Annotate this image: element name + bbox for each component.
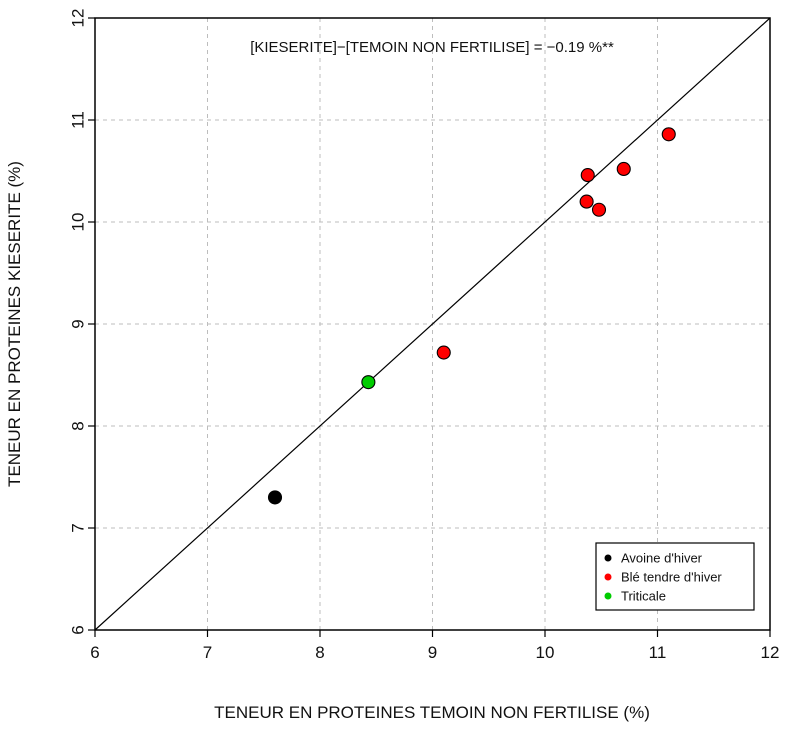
legend-swatch [604,573,612,581]
legend-label: Avoine d'hiver [621,551,703,566]
data-point [267,490,283,505]
legend-label: Triticale [621,589,666,604]
data-point [580,168,595,183]
reference-line-y-equals-x [94,17,771,631]
x-tick-label: 10 [536,643,555,662]
legend: Avoine d'hiver Blé tendre d'hiver Tritical… [595,542,755,611]
y-axis-title: TENEUR EN PROTEINES KIESERITE (%) [5,161,24,487]
data-points [267,127,676,505]
x-tick-label: 9 [428,643,437,662]
y-tick-label: 6 [68,625,87,634]
y-tick-label: 9 [68,319,87,328]
difference-annotation: [KIESERITE]−[TEMOIN NON FERTILISE] = −0.… [250,39,614,56]
legend-label: Blé tendre d'hiver [621,570,722,585]
x-tick-label: 7 [203,643,212,662]
legend-swatch [604,592,612,600]
x-tick-label: 6 [90,643,99,662]
data-point [591,202,607,217]
data-point [661,127,676,142]
y-tick-label: 11 [68,111,87,129]
data-point [579,194,594,209]
y-tick-label: 7 [68,523,87,532]
data-point [361,375,376,390]
legend-box [595,542,755,611]
data-point [436,345,451,360]
data-point [616,161,631,177]
x-tick-label: 8 [315,643,324,662]
y-axis-ticks: 6 7 8 9 10 11 12 [68,9,95,635]
x-tick-label: 11 [649,643,667,662]
y-tick-label: 10 [68,213,87,232]
x-axis-ticks: 6 7 8 9 10 11 12 [90,630,779,662]
y-tick-label: 8 [68,421,87,430]
y-tick-label: 12 [68,9,87,28]
legend-swatch [604,554,612,562]
x-axis-title: TENEUR EN PROTEINES TEMOIN NON FERTILISE… [214,703,650,722]
x-tick-label: 12 [761,643,780,662]
